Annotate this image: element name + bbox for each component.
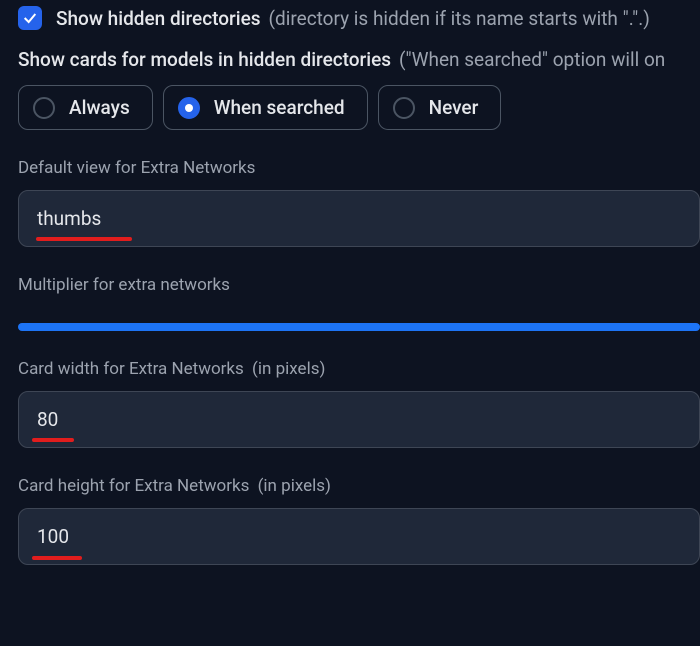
annotation-underline (32, 438, 74, 442)
annotation-underline (36, 237, 132, 241)
check-icon (22, 10, 38, 26)
annotation-underline (32, 556, 82, 560)
radio-when-searched-label: When searched (214, 96, 345, 119)
card-width-label: Card width for Extra Networks (18, 359, 244, 379)
radio-icon (393, 97, 415, 119)
default-view-input-wrap (18, 178, 700, 247)
show-hidden-directories-label-text: Show hidden directories (56, 7, 261, 30)
card-height-label-row: Card height for Extra Networks (in pixel… (18, 476, 700, 496)
card-width-units: (in pixels) (252, 359, 325, 379)
radio-icon (33, 97, 55, 119)
show-cards-label-row: Show cards for models in hidden director… (18, 48, 700, 71)
show-cards-hint: ("When searched" option will on (399, 48, 665, 71)
show-hidden-directories-row: Show hidden directories (directory is hi… (18, 6, 700, 30)
radio-always[interactable]: Always (18, 85, 153, 130)
show-hidden-directories-label: Show hidden directories (directory is hi… (56, 7, 650, 30)
card-width-input[interactable] (18, 391, 700, 448)
card-width-input-wrap (18, 379, 700, 448)
show-hidden-directories-checkbox[interactable] (18, 6, 42, 30)
show-cards-radio-group: Always When searched Never (18, 85, 700, 130)
card-height-input-wrap (18, 496, 700, 565)
radio-always-label: Always (69, 96, 130, 119)
multiplier-slider[interactable] (18, 323, 700, 331)
card-height-units: (in pixels) (258, 476, 331, 496)
show-hidden-directories-hint: (directory is hidden if its name starts … (269, 7, 650, 30)
radio-when-searched[interactable]: When searched (163, 85, 368, 130)
radio-never[interactable]: Never (378, 85, 502, 130)
card-height-label: Card height for Extra Networks (18, 476, 249, 496)
multiplier-label: Multiplier for extra networks (18, 275, 700, 295)
card-width-label-row: Card width for Extra Networks (in pixels… (18, 359, 700, 379)
radio-icon (178, 97, 200, 119)
radio-never-label: Never (429, 96, 479, 119)
default-view-label: Default view for Extra Networks (18, 158, 700, 178)
show-cards-label: Show cards for models in hidden director… (18, 48, 391, 71)
card-height-input[interactable] (18, 508, 700, 565)
